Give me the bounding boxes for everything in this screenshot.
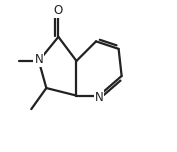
Text: O: O xyxy=(54,4,63,17)
Text: N: N xyxy=(34,53,43,66)
Text: N: N xyxy=(95,91,103,104)
